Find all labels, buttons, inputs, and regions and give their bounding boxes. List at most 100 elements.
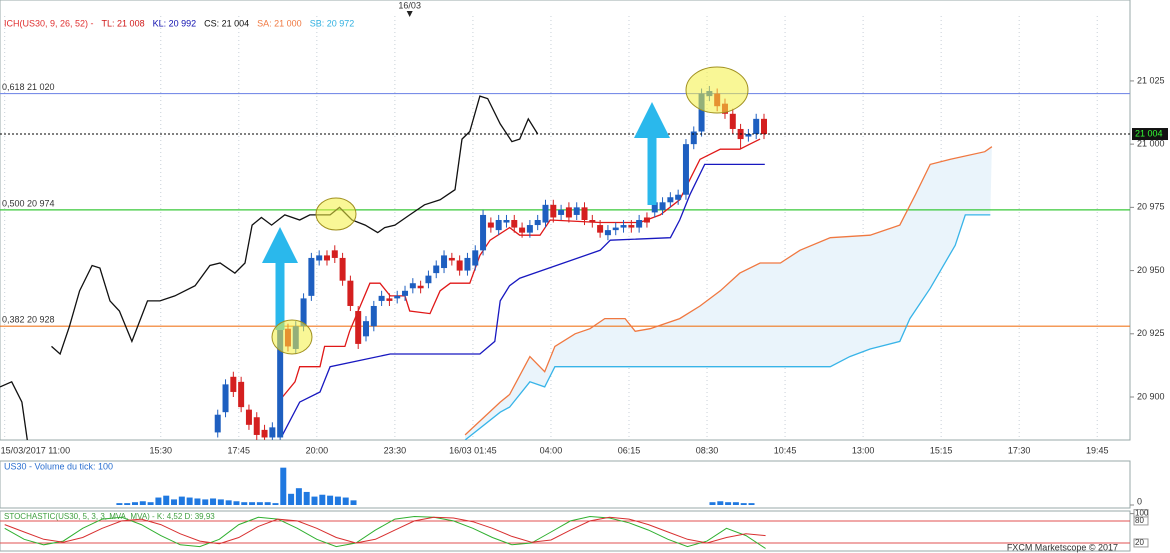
legend-item: KL: 20 992	[153, 18, 197, 28]
annotations	[262, 66, 749, 355]
y-tick-label: 100	[1135, 509, 1149, 518]
candle-body	[331, 250, 338, 258]
candle-body	[511, 220, 518, 228]
footer: FXCM Marketscope © 2017	[1007, 542, 1118, 552]
candle-body	[729, 113, 736, 129]
candle-body	[573, 207, 580, 215]
candle-body	[487, 222, 494, 228]
fib-label: 0,500 20 974	[2, 198, 55, 208]
volume-bar	[124, 503, 131, 505]
candle-body	[667, 197, 674, 203]
volume-bar	[740, 503, 747, 505]
volume-bar	[264, 502, 271, 505]
candle-body	[550, 204, 557, 218]
x-tick-label: 15:15	[930, 445, 953, 455]
y-tick-label: 20 925	[1137, 328, 1165, 338]
volume-bar	[288, 493, 295, 505]
volume-bar	[280, 467, 287, 505]
candle-body	[308, 257, 315, 296]
candle-body	[441, 255, 448, 269]
volume-bar	[194, 498, 201, 505]
x-tick-label: 20:00	[306, 445, 329, 455]
candle-body	[526, 225, 533, 233]
candle-body	[300, 298, 307, 327]
candle-body	[402, 290, 409, 296]
volume-bar	[311, 496, 318, 505]
volume-bar	[225, 500, 232, 505]
candle-body	[589, 220, 596, 223]
candle-body	[378, 295, 385, 301]
candle-body	[675, 194, 682, 200]
stochastic-panel	[0, 510, 1131, 552]
candle-body	[448, 257, 455, 261]
volume-bar	[186, 497, 193, 505]
y-tick-label: 80	[1135, 516, 1144, 525]
last-price-box	[1132, 128, 1168, 141]
x-tick-label: 04:00	[540, 445, 563, 455]
candle-body	[643, 217, 650, 223]
indicator-line	[281, 138, 761, 398]
indicator-line	[0, 95, 539, 440]
legend-item: SA: 21 000	[257, 18, 302, 28]
volume-bar	[725, 502, 732, 505]
volume-bar	[132, 502, 139, 505]
x-tick-label: 17:45	[228, 445, 251, 455]
legend-item: CS: 21 004	[204, 18, 249, 28]
x-tick-label: 08:30	[696, 445, 719, 455]
candle-body	[597, 225, 604, 233]
candle-body	[581, 207, 588, 220]
volume-bar	[327, 495, 334, 505]
x-tick-label: 15/03/2017 11:00	[1, 445, 70, 455]
candle-body	[534, 220, 541, 226]
candle-body	[394, 295, 401, 299]
highlight	[685, 66, 749, 114]
volume-bar	[178, 496, 185, 505]
candle-body	[604, 230, 611, 236]
candle-body	[651, 202, 658, 213]
legend-item: ICH(US30, 9, 26, 52) -	[4, 18, 94, 28]
candle-body	[636, 220, 643, 228]
volume-bar	[241, 502, 248, 505]
volume-bar	[163, 495, 170, 505]
y-tick-label: 21 000	[1137, 139, 1165, 149]
candle-body	[480, 214, 487, 251]
candle-body	[620, 225, 627, 228]
volume-bar	[233, 501, 240, 505]
volume-bar	[155, 497, 162, 505]
volume-bar	[210, 498, 217, 505]
candle-body	[230, 376, 237, 392]
legend-item: SB: 20 972	[310, 18, 355, 28]
candle-body	[316, 255, 323, 261]
candle-body	[628, 225, 635, 228]
candle-body	[370, 305, 377, 327]
highlight	[271, 319, 313, 355]
volume-bar	[319, 494, 326, 505]
candle-body	[347, 280, 354, 306]
highlight	[315, 197, 357, 231]
cloud	[465, 146, 992, 440]
volume-bar	[217, 499, 224, 505]
candle-body	[339, 257, 346, 281]
indicator-line	[464, 146, 993, 436]
volume-bar	[334, 496, 341, 505]
volume-bar	[171, 499, 178, 505]
candle-body	[565, 207, 572, 218]
indicator-line	[464, 214, 991, 440]
candle-body	[261, 429, 268, 438]
volume-bar	[295, 488, 302, 505]
date-marker	[406, 11, 413, 17]
tick-box	[1133, 516, 1149, 526]
candle-body	[277, 323, 284, 438]
candle-body	[214, 414, 221, 433]
volume-bar	[249, 502, 256, 505]
volume-bar	[748, 503, 755, 505]
fib-label: 0,382 20 928	[2, 315, 55, 325]
x-tick-label: 23:30	[384, 445, 407, 455]
candle-body	[433, 265, 440, 274]
candle-body	[456, 260, 463, 271]
candle-body	[425, 275, 432, 284]
tick-box	[1133, 538, 1149, 548]
candle-body	[245, 409, 252, 425]
volume-bar	[732, 502, 739, 505]
